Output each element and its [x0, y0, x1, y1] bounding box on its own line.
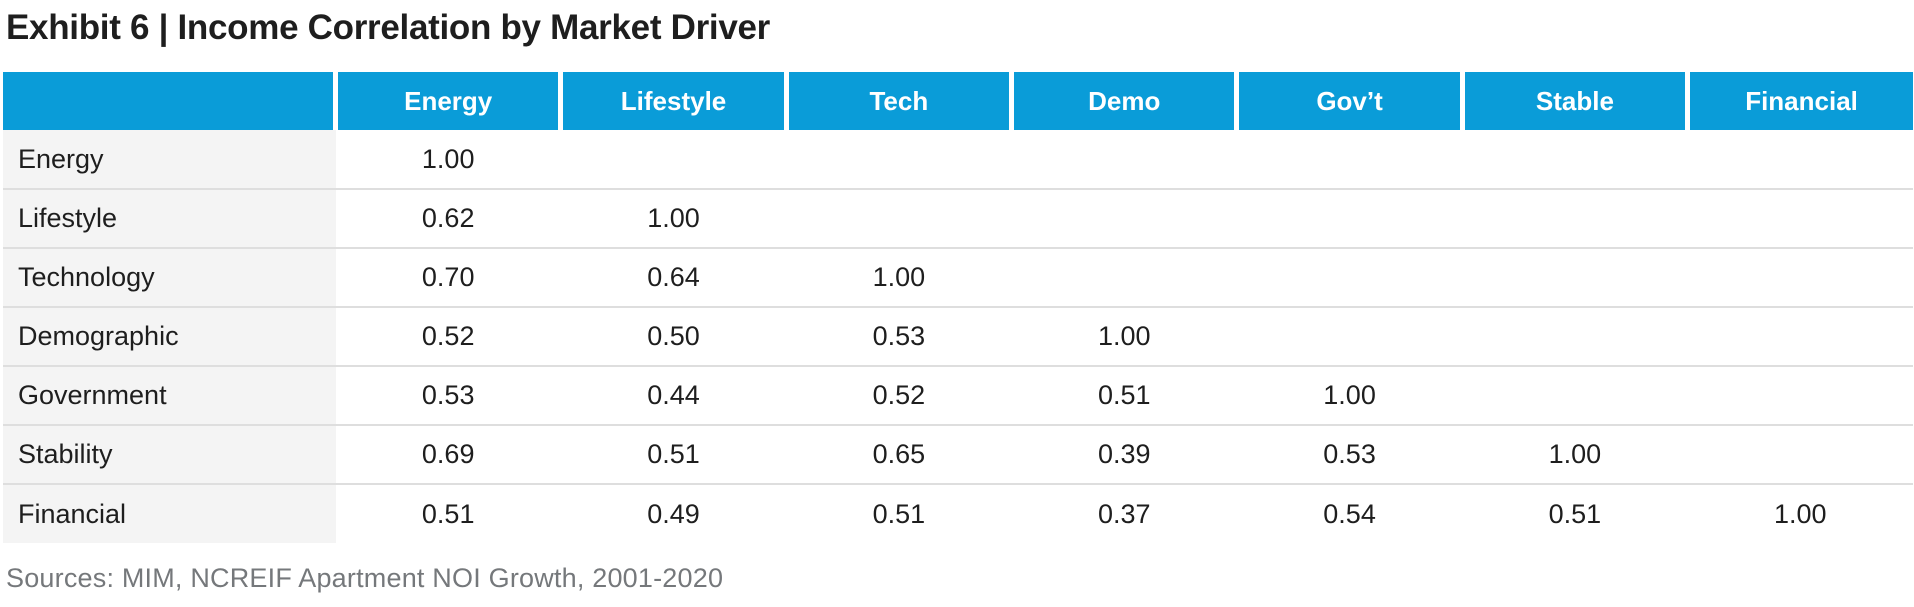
table-row-stability: Stability 0.69 0.51 0.65 0.39 0.53 1.00	[3, 425, 1913, 484]
correlation-cell: 0.62	[335, 189, 561, 248]
column-header-lifestyle: Lifestyle	[558, 72, 787, 130]
correlation-cell	[1462, 307, 1688, 366]
column-header-financial: Financial	[1685, 72, 1913, 130]
table-row-technology: Technology 0.70 0.64 1.00	[3, 248, 1913, 307]
correlation-cell: 0.51	[1462, 484, 1688, 543]
correlation-cell	[1236, 189, 1463, 248]
correlation-cell: 0.49	[560, 484, 787, 543]
correlation-cell: 0.70	[335, 248, 561, 307]
column-header-energy: Energy	[333, 72, 561, 130]
correlation-cell: 1.00	[335, 130, 561, 189]
exhibit-title: Exhibit 6 | Income Correlation by Market…	[6, 8, 770, 47]
correlation-cell	[1011, 189, 1237, 248]
correlation-cell: 0.54	[1236, 484, 1463, 543]
correlation-cell	[786, 130, 1012, 189]
correlation-cell: 0.51	[560, 425, 787, 484]
correlation-cell: 0.69	[335, 425, 561, 484]
column-header-tech: Tech	[783, 72, 1012, 130]
correlation-cell	[1687, 189, 1913, 248]
correlation-cell: 0.53	[786, 307, 1012, 366]
correlation-cell	[1236, 130, 1463, 189]
column-header-govt: Gov’t	[1234, 72, 1463, 130]
correlation-cell: 0.53	[1236, 425, 1463, 484]
correlation-cell	[1687, 425, 1913, 484]
correlation-cell: 0.65	[786, 425, 1012, 484]
row-label: Financial	[3, 484, 336, 543]
correlation-cell	[1011, 248, 1237, 307]
row-label: Stability	[3, 425, 336, 484]
row-label: Energy	[3, 130, 336, 189]
correlation-cell: 0.39	[1011, 425, 1237, 484]
row-label: Demographic	[3, 307, 336, 366]
correlation-cell: 1.00	[1462, 425, 1688, 484]
correlation-cell: 1.00	[1011, 307, 1237, 366]
correlation-cell: 0.51	[786, 484, 1012, 543]
table-row-government: Government 0.53 0.44 0.52 0.51 1.00	[3, 366, 1913, 425]
correlation-cell: 1.00	[1236, 366, 1463, 425]
table-row-financial: Financial 0.51 0.49 0.51 0.37 0.54 0.51 …	[3, 484, 1913, 543]
table-row-lifestyle: Lifestyle 0.62 1.00	[3, 189, 1913, 248]
correlation-cell: 0.64	[560, 248, 787, 307]
table-header-row: Energy Lifestyle Tech Demo Gov’t Stable …	[3, 72, 1913, 130]
correlation-cell	[1462, 130, 1688, 189]
correlation-cell: 0.51	[335, 484, 561, 543]
correlation-cell	[1687, 307, 1913, 366]
source-note: Sources: MIM, NCREIF Apartment NOI Growt…	[6, 563, 724, 593]
table-row-demographic: Demographic 0.52 0.50 0.53 1.00	[3, 307, 1913, 366]
correlation-cell	[1462, 248, 1688, 307]
correlation-cell: 0.51	[1011, 366, 1237, 425]
column-header-stable: Stable	[1459, 72, 1688, 130]
correlation-cell	[1687, 248, 1913, 307]
correlation-cell: 0.52	[786, 366, 1012, 425]
correlation-cell	[1462, 366, 1688, 425]
correlation-cell: 0.53	[335, 366, 561, 425]
row-label: Government	[3, 366, 336, 425]
correlation-cell: 1.00	[560, 189, 787, 248]
correlation-cell	[1236, 248, 1463, 307]
correlation-cell: 0.37	[1011, 484, 1237, 543]
correlation-cell: 0.52	[335, 307, 561, 366]
correlation-cell: 1.00	[786, 248, 1012, 307]
correlation-cell	[1687, 130, 1913, 189]
correlation-cell	[1687, 366, 1913, 425]
column-header-blank	[3, 72, 336, 130]
correlation-cell	[1236, 307, 1463, 366]
column-header-demo: Demo	[1009, 72, 1237, 130]
correlation-table: Energy Lifestyle Tech Demo Gov’t Stable …	[3, 72, 1913, 543]
correlation-cell: 0.50	[560, 307, 787, 366]
correlation-cell: 0.44	[560, 366, 787, 425]
row-label: Lifestyle	[3, 189, 336, 248]
row-label: Technology	[3, 248, 336, 307]
table-row-energy: Energy 1.00	[3, 130, 1913, 189]
correlation-cell: 1.00	[1687, 484, 1913, 543]
correlation-cell	[786, 189, 1012, 248]
correlation-cell	[1011, 130, 1237, 189]
correlation-cell	[1462, 189, 1688, 248]
correlation-cell	[560, 130, 787, 189]
